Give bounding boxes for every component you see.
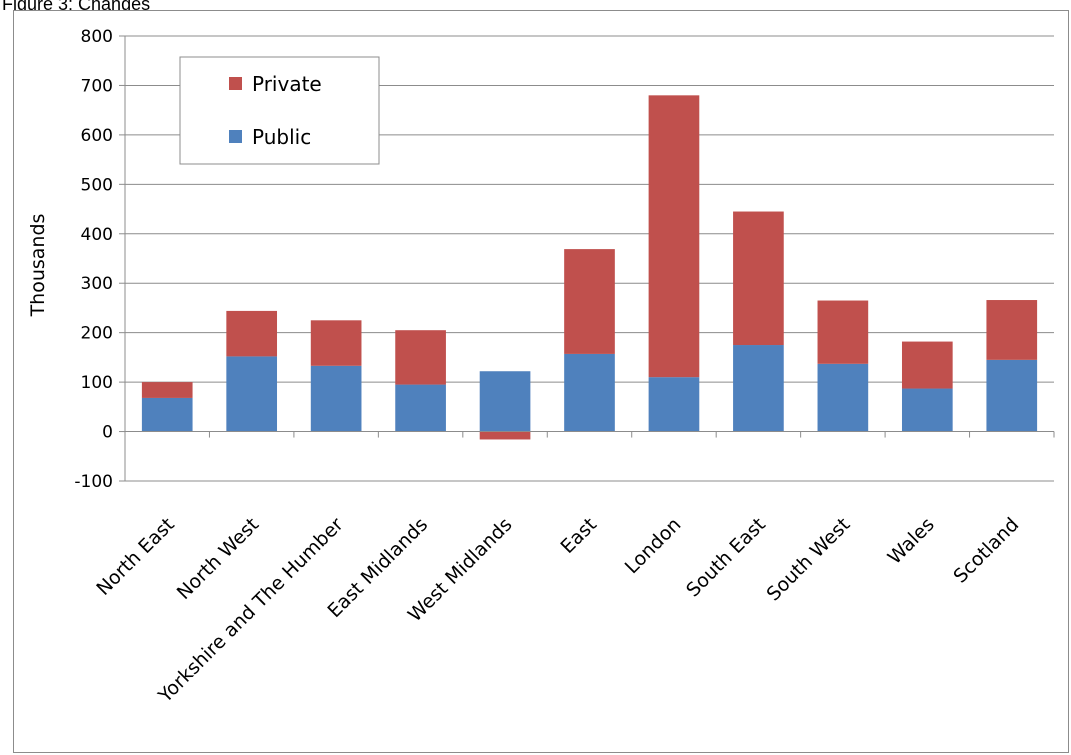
legend-swatch-private [229,77,242,90]
y-tick-label: 600 [81,126,113,146]
bar-private-north-west [226,310,278,357]
bar-private-east-midlands [395,330,446,385]
y-tick-label: 800 [81,27,113,47]
x-tick-label: London [621,514,686,579]
stacked-bar-chart: -100 0 100 200 300 400 500 600 700 800 North East… [27,27,1055,708]
x-tick-label: East [556,514,601,559]
x-tick-label: Wales [884,514,939,569]
y-tick-label: 100 [81,373,113,393]
bar-public-south-east [733,345,784,432]
bar-private-east [564,249,615,354]
y-axis-label: Thousands [27,214,49,318]
y-tick-label: 700 [81,76,113,96]
x-tick-label: North West [173,514,263,604]
bar-public-yorkshire-and-the-humber [310,365,362,432]
bar-public-north-west [226,356,278,432]
x-tick-label: North East [92,514,178,600]
y-tick-label: -100 [74,472,113,492]
bar-private-wales [901,341,953,389]
x-tick-label: South West [762,514,854,606]
bar-public-south-west [817,363,869,432]
bar-public-east-midlands [395,384,446,432]
y-tick-label: 0 [102,423,113,443]
bar-public-london [648,377,700,432]
bar-private-yorkshire-and-the-humber [310,320,362,366]
legend-label-public: Public [252,125,311,149]
bar-private-london [648,95,700,378]
bar-private-north-east [141,382,193,398]
bar-public-wales [901,388,953,432]
x-tick-label: Yorkshire and The Humber [154,513,348,707]
legend: Private Public [179,56,380,165]
bar-public-east [564,353,615,432]
y-tick-label: 200 [81,324,113,344]
y-tick-label: 500 [81,175,113,195]
legend-label-private: Private [252,72,322,96]
y-tick-labels: -100 0 100 200 300 400 500 600 700 800 [74,27,113,492]
chart-area: -100 0 100 200 300 400 500 600 700 800 North East… [13,10,1069,753]
bar-public-west-midlands [479,371,531,432]
x-tick-label: Scotland [949,514,1023,588]
legend-swatch-public [229,130,242,143]
bar-private-south-west [817,300,869,364]
axes [119,35,1055,482]
y-tick-label: 400 [81,225,113,245]
bar-private-south-east [733,211,784,346]
bar-public-scotland [986,359,1038,432]
bar-public-north-east [141,397,193,432]
x-tick-label: South East [682,514,770,602]
bar-private-scotland [986,300,1038,360]
bar-private-west-midlands [479,431,531,440]
y-tick-label: 300 [81,274,113,294]
bars [141,95,1038,440]
